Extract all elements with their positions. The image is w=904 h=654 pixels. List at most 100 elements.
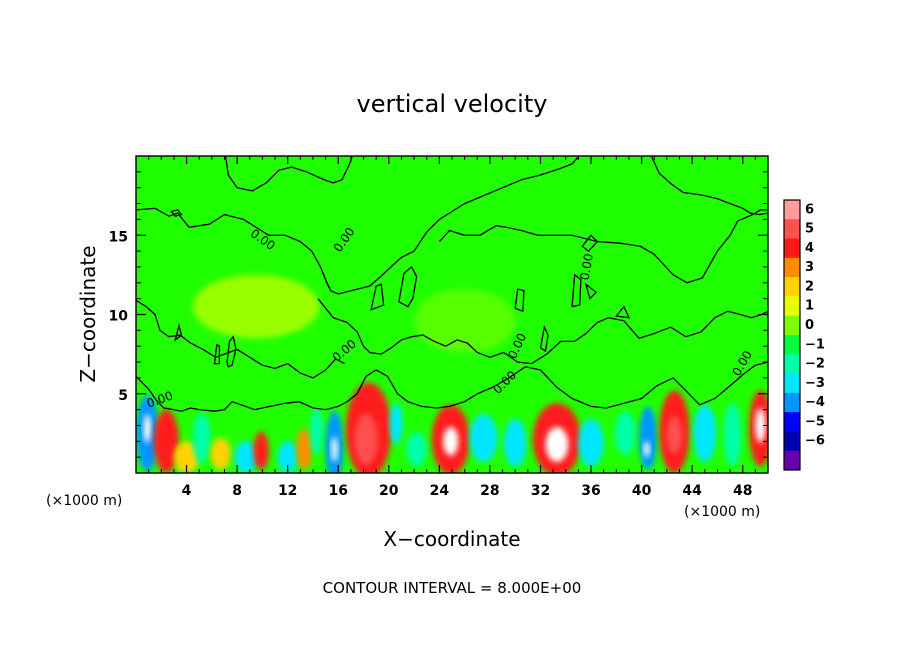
- field-cell-32: [755, 408, 766, 443]
- y-tick-label-10: 10: [109, 309, 129, 325]
- field-cell-22: [545, 427, 569, 462]
- x-tick-label-36: 36: [581, 483, 600, 499]
- y-axis-label: Z−coordinate: [76, 245, 100, 382]
- contour-loop-0: [226, 335, 237, 368]
- field-cell-7: [253, 431, 269, 470]
- contour-loop-7: [514, 288, 525, 313]
- x-tick-label-48: 48: [733, 483, 752, 499]
- field-cell-9: [296, 428, 312, 470]
- contour-loop-6: [581, 234, 599, 252]
- field-cell-34: [414, 289, 516, 353]
- colorbar-swatch-9: [784, 373, 800, 394]
- x-tick-label-12: 12: [278, 483, 297, 499]
- colorbar-label-4: 2: [805, 279, 814, 294]
- x-unit-left: (×1000 m): [46, 493, 122, 509]
- x-tick-label-4: 4: [182, 483, 192, 499]
- colorbar-label-2: 4: [805, 241, 814, 256]
- colorbar-swatch-10: [784, 392, 800, 413]
- colorbar-label-9: −3: [805, 376, 825, 391]
- field-cell-24: [615, 411, 636, 456]
- x-tick-label-40: 40: [632, 483, 652, 499]
- field-cell-19: [469, 414, 498, 462]
- plot-area: 0.000.00 0.000.000.000.000.000.00: [135, 155, 769, 474]
- chart-title: vertical velocity: [357, 90, 548, 118]
- contour-line-3: [651, 156, 768, 216]
- field-cell-6: [234, 441, 258, 473]
- x-tick-label-24: 24: [430, 483, 450, 499]
- colorbar: 6 5 4 3 2 1 0 −1 −2 −3 −4 −5 −6: [783, 199, 825, 471]
- field-cells: [136, 274, 768, 473]
- contour-loop-2: [174, 323, 183, 342]
- field-cell-2: [153, 409, 179, 473]
- colorbar-swatch-12: [784, 431, 800, 452]
- x-tick-label-20: 20: [379, 483, 399, 499]
- field-cell-10: [310, 408, 324, 456]
- colorbar-swatch-13: [784, 450, 800, 471]
- colorbar-swatch-6: [784, 315, 800, 336]
- field-cell-4: [192, 412, 211, 464]
- contour-label-6: 0.00: [578, 252, 596, 281]
- contour-loop-8: [584, 282, 598, 300]
- x-unit-right: (×1000 m): [684, 504, 760, 520]
- field-cell-20: [503, 419, 527, 467]
- contour-loop-10: [170, 209, 183, 217]
- x-tick-label-44: 44: [682, 483, 702, 499]
- x-axis-ticks: 4 8 12 16 20 24 28 32 36 40 44 48: [148, 156, 756, 499]
- colorbar-label-10: −4: [805, 395, 825, 410]
- contour-line-0: [136, 361, 768, 412]
- contour-loop-11: [615, 305, 631, 319]
- colorbar-label-3: 3: [805, 260, 814, 275]
- field-cell-33: [192, 274, 320, 339]
- field-cell-28: [666, 415, 683, 454]
- contour-line-1: [136, 156, 579, 295]
- contour-loop-4: [370, 283, 385, 311]
- colorbar-label-11: −5: [805, 414, 825, 429]
- x-tick-label-28: 28: [480, 483, 499, 499]
- colorbar-swatch-7: [784, 335, 800, 355]
- x-tick-label-8: 8: [232, 483, 242, 499]
- contour-line-5: [317, 298, 768, 365]
- field-cell-23: [578, 419, 604, 467]
- contour-loop-9: [539, 325, 549, 353]
- field-cell-5: [210, 438, 231, 470]
- contour-loop-5: [571, 273, 582, 308]
- colorbar-label-6: 0: [805, 318, 814, 333]
- field-cell-29: [693, 404, 717, 462]
- colorbar-label-1: 5: [805, 222, 814, 237]
- colorbar-frame: [783, 199, 801, 471]
- field-cell-30: [723, 403, 742, 467]
- colorbar-label-0: 6: [805, 202, 814, 217]
- field-cell-8: [277, 441, 298, 473]
- contour-interval-note: CONTOUR INTERVAL = 8.000E+00: [323, 579, 582, 597]
- colorbar-swatch-0: [784, 200, 800, 220]
- colorbar-swatch-1: [784, 219, 800, 240]
- field-cell-25: [639, 406, 657, 470]
- contour-line-4: [438, 209, 768, 284]
- contour-loop-3: [398, 265, 418, 308]
- colorbar-label-5: 1: [805, 299, 814, 314]
- contour-lines: [136, 156, 768, 412]
- colorbar-label-12: −6: [805, 434, 825, 449]
- contour-line-2: [225, 156, 353, 192]
- colorbar-swatch-5: [784, 296, 800, 317]
- colorbar-swatch-4: [784, 277, 800, 297]
- field-cell-14: [354, 414, 378, 466]
- field-cell-15: [390, 403, 403, 445]
- field-cell-12: [331, 436, 338, 462]
- field-cell-16: [406, 431, 427, 467]
- colorbar-swatch-8: [784, 354, 800, 375]
- x-tick-label-16: 16: [328, 483, 347, 499]
- colorbar-label-8: −2: [805, 357, 825, 372]
- y-tick-label-15: 15: [109, 229, 128, 245]
- colorbar-swatch-11: [784, 412, 800, 432]
- y-tick-label-5: 5: [118, 388, 128, 404]
- colorbar-swatch-3: [784, 257, 800, 278]
- x-tick-label-32: 32: [531, 483, 550, 499]
- colorbar-swatch-2: [784, 238, 800, 259]
- x-axis-label: X−coordinate: [383, 527, 520, 551]
- field-cell-1: [143, 414, 152, 443]
- y-axis-ticks: 5 10 15: [109, 171, 768, 458]
- field-cell-3: [173, 441, 200, 473]
- contour-line-6: [136, 299, 345, 379]
